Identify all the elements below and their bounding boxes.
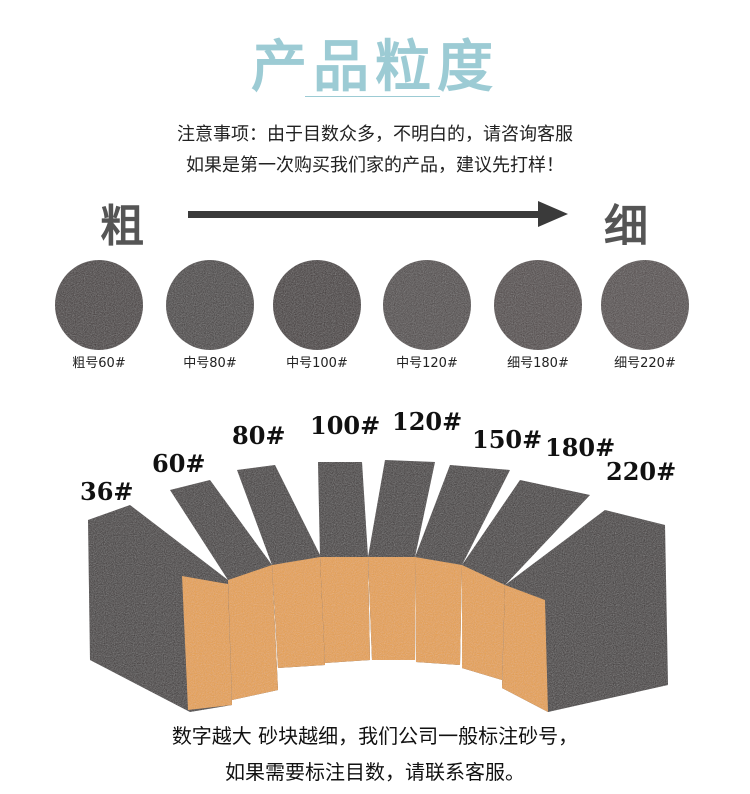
sponge-foam-face [415,557,462,665]
grit-sample-circle [601,260,689,350]
grit-sample-label: 粗号60# [72,356,126,371]
sponge-foam-face [320,557,370,663]
sponge-foam-face [228,565,278,700]
title-divider [305,96,440,97]
grit-sample-label: 细号180# [507,356,569,371]
notice-line-1: 注意事项：由于目数众多，不明白的，请咨询客服 [177,124,573,145]
grit-sample-label: 中号120# [396,356,458,371]
grit-sample-label: 中号80# [183,356,237,371]
grit-label: 36# [80,477,134,506]
arrow-right-icon [188,211,540,218]
sponge-foam-face [182,576,232,710]
grit-sample-label: 中号100# [286,356,348,371]
grit-sample-circle [55,260,143,350]
sponge-foam-face [502,585,548,712]
grit-label: 220# [606,457,676,486]
grit-label: 150# [472,425,542,454]
grit-sample-circle [273,260,361,350]
coarse-label: 粗 [100,201,144,252]
grit-label: 80# [232,421,286,450]
footer-line-2: 如果需要标注目数，请联系客服。 [225,760,525,784]
fine-label: 细 [604,201,648,252]
sponge-foam-face [368,557,415,660]
sponge-foam-face [272,557,325,668]
grit-label: 60# [152,449,206,478]
grit-sample-label: 细号220# [614,356,676,371]
notice-line-2: 如果是第一次购买我们家的产品，建议先打样！ [186,155,564,176]
grit-sample-circle [166,260,254,350]
grit-label: 180# [545,433,615,462]
grit-label: 120# [392,407,462,436]
arrowhead-icon [538,201,568,227]
page-title: 产品粒度 [251,35,499,100]
grit-label: 100# [310,411,380,440]
sponge-foam-face [462,565,505,680]
grit-sample-circle [383,260,471,350]
grit-sample-circle [494,260,582,350]
footer-line-1: 数字越大 砂块越细，我们公司一般标注砂号， [171,724,579,748]
